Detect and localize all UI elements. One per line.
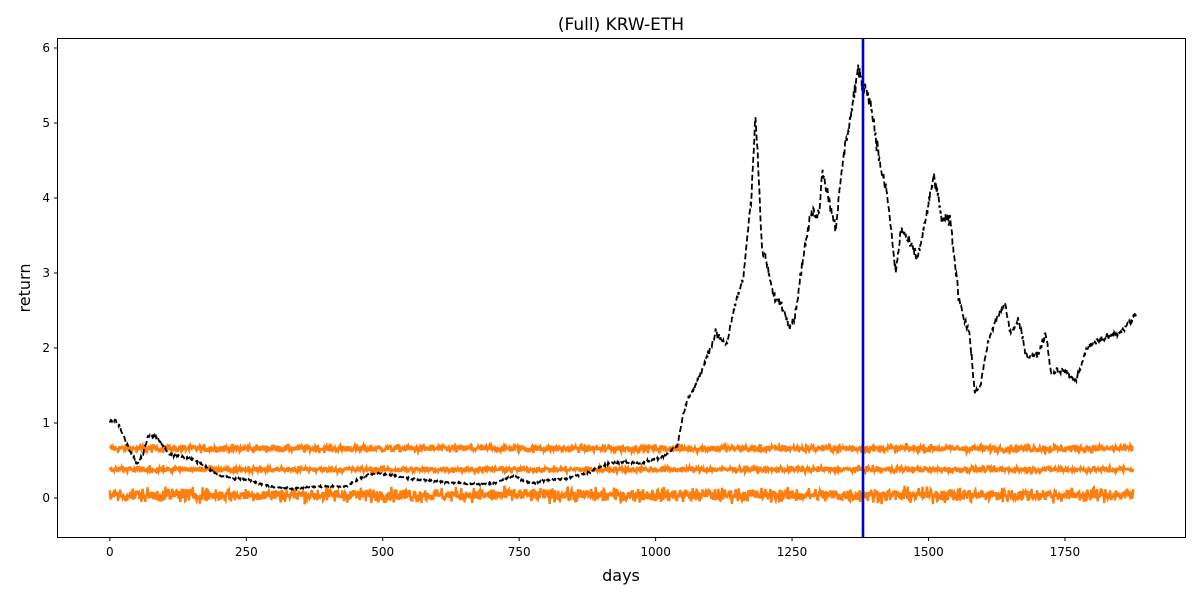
orange-series-line-3 [108, 484, 1135, 506]
x-axis-label: days [602, 566, 640, 585]
y-tick-label: 2 [42, 341, 50, 355]
y-tick-label: 5 [42, 116, 50, 130]
y-tick-label: 1 [42, 416, 50, 430]
y-tick-label: 0 [42, 491, 50, 505]
return-series-line [108, 64, 1137, 492]
x-tick-label: 1500 [913, 545, 944, 559]
x-tick-label: 1750 [1050, 545, 1081, 559]
x-axis-ticks: 0 250 500 750 1000 1250 1500 1750 [106, 537, 1080, 559]
x-tick-label: 1000 [640, 545, 671, 559]
orange-series-line-1 [108, 440, 1134, 458]
x-tick-label: 1250 [777, 545, 808, 559]
orange-series-line-2 [108, 461, 1135, 478]
x-tick-label: 0 [106, 545, 114, 559]
series-layer [108, 39, 1137, 537]
x-tick-label: 250 [235, 545, 258, 559]
y-axis-ticks: 0 1 2 3 4 5 6 [42, 41, 58, 505]
x-tick-label: 500 [371, 545, 394, 559]
y-axis-label: return [15, 264, 34, 313]
y-tick-label: 6 [42, 41, 50, 55]
y-tick-label: 4 [42, 191, 50, 205]
chart-title: (Full) KRW-ETH [558, 15, 684, 35]
x-tick-label: 750 [508, 545, 531, 559]
y-tick-label: 3 [42, 266, 50, 280]
